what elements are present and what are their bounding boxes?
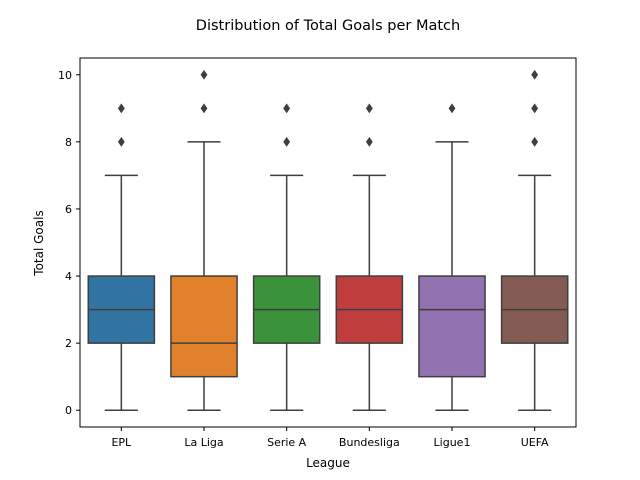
outlier-point (200, 69, 208, 80)
y-tick-label: 6 (65, 203, 72, 216)
y-tick-label: 2 (65, 337, 72, 350)
plot-area (79, 57, 577, 428)
y-axis: 0 2 4 6 8 10 (58, 69, 80, 417)
y-tick-label: 10 (58, 69, 72, 82)
plot-frame (79, 57, 577, 428)
outlier-point (200, 103, 208, 114)
x-tick-label: Serie A (267, 436, 307, 449)
outlier-point (283, 136, 291, 147)
iqr-box (418, 275, 486, 378)
x-tick-label: Bundesliga (339, 436, 400, 449)
outlier-point (365, 136, 373, 147)
box-ligue1 (418, 103, 486, 411)
y-tick-label: 0 (65, 404, 72, 417)
outlier-point (283, 103, 291, 114)
x-tick-label: UEFA (521, 436, 549, 449)
box-serie-a (252, 103, 321, 411)
outlier-point (365, 103, 373, 114)
box-la-liga (170, 69, 238, 411)
outlier-point (448, 103, 456, 114)
y-axis-label: Total Goals (32, 210, 46, 276)
outlier-point (531, 136, 539, 147)
iqr-box (170, 275, 238, 378)
chart-title: Distribution of Total Goals per Match (196, 18, 460, 34)
outlier-point (531, 103, 539, 114)
x-axis-label: League (306, 456, 350, 470)
outlier-point (117, 136, 125, 147)
outlier-point (531, 69, 539, 80)
box-bundesliga (335, 103, 404, 411)
x-tick-label: La Liga (184, 436, 223, 449)
outlier-point (117, 103, 125, 114)
x-axis: EPL La Liga Serie A Bundesliga Ligue1 UEFA (111, 427, 549, 449)
y-tick-label: 8 (65, 136, 72, 149)
x-tick-label: EPL (111, 436, 132, 449)
x-tick-label: Ligue1 (434, 436, 471, 449)
box-uefa (500, 69, 569, 411)
box-epl (87, 103, 156, 411)
y-tick-label: 4 (65, 270, 72, 283)
